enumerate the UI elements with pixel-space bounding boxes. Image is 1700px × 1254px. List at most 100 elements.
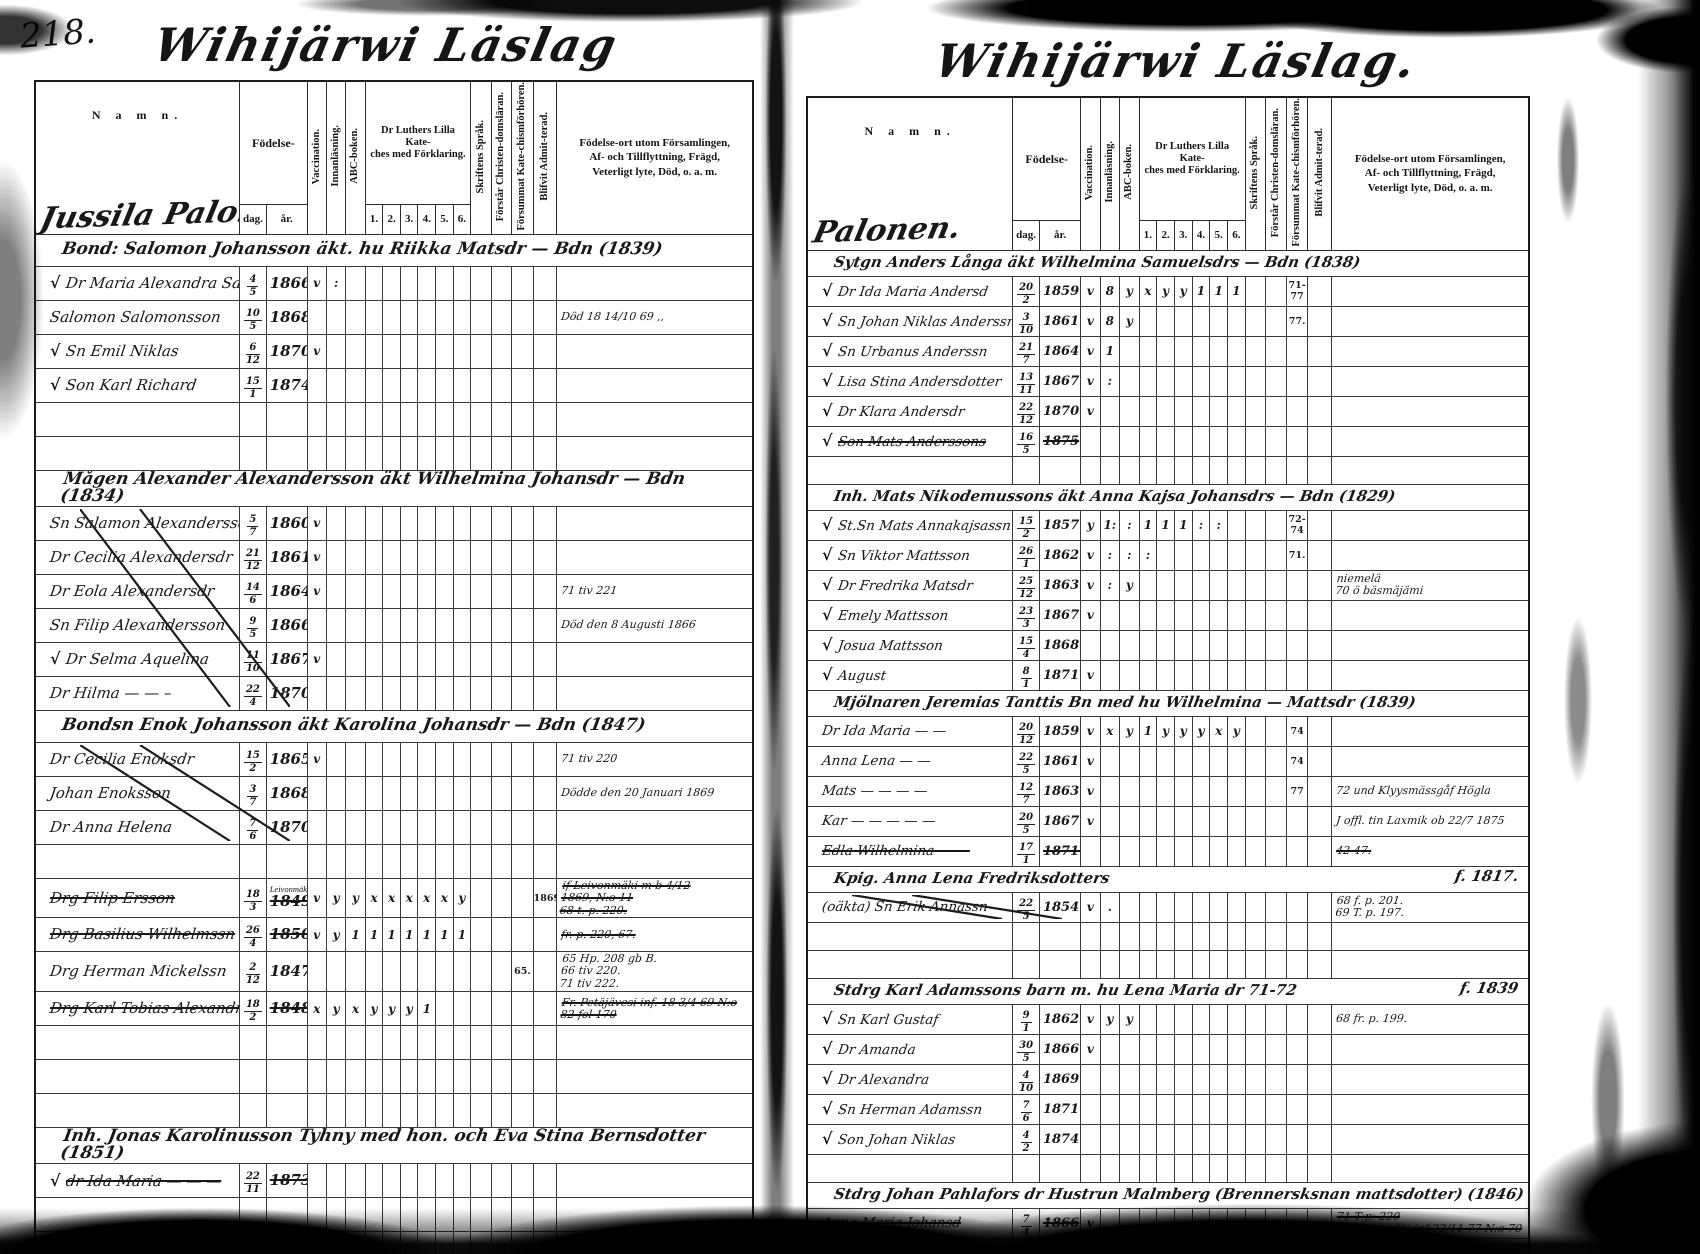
mark-cell xyxy=(532,1231,558,1254)
mark-cell xyxy=(1265,745,1287,777)
name-cell: Johan Enoksson xyxy=(34,775,241,811)
mark-cell xyxy=(1173,365,1193,397)
notes-cell: J offl. tin Laxmik ob 22/7 1875 xyxy=(1331,805,1530,837)
namn-label: N a m n. xyxy=(864,124,956,138)
mark-cell xyxy=(452,401,472,437)
mark-cell xyxy=(1244,805,1267,837)
mark-cell xyxy=(1191,891,1211,923)
birth-day-cell: 6 12 xyxy=(239,333,267,369)
mark-cell xyxy=(1244,1093,1267,1125)
family-header-text: Bondsn Enok Johansson äkt Karolina Johan… xyxy=(60,715,648,736)
mark-cell xyxy=(1244,949,1267,979)
notes-cell xyxy=(1331,305,1530,337)
mark-cell xyxy=(1138,1153,1158,1183)
name-cell: √ Dr Fredrika Matsdr xyxy=(806,569,1014,601)
margin-check-mark: √ xyxy=(822,431,833,451)
person-row: √ Sn Karl Gustaf 9 1 1862 v y y 68 fr. p. 199. xyxy=(806,1003,1530,1035)
mark-cell xyxy=(1156,659,1175,691)
birth-year-cell xyxy=(265,843,308,879)
notes-cell xyxy=(1331,1237,1530,1254)
mark-cell xyxy=(1191,455,1211,485)
marginal-note: 71 tiv 221 xyxy=(560,583,619,597)
birth-year-cell: 1870 xyxy=(265,333,308,369)
mark-cell xyxy=(1307,599,1333,631)
mark-cell xyxy=(1080,835,1101,867)
mark-cell xyxy=(1138,569,1158,601)
birth-day-cell: 4 10 xyxy=(1012,1063,1040,1095)
name-cell: √ Dr Alexandra xyxy=(806,1063,1014,1095)
mark-cell xyxy=(325,607,347,643)
mark-cell xyxy=(345,675,366,711)
marginal-note: fr. p. 220, 67. xyxy=(560,927,637,941)
mark-cell xyxy=(435,573,454,609)
person-name: Dr Hilma — — – xyxy=(48,683,173,702)
mark-cell xyxy=(382,675,401,711)
mark-cell xyxy=(399,1059,419,1095)
mark-cell xyxy=(1265,775,1287,807)
mark-cell xyxy=(1156,455,1175,485)
notes-cell: 71 T:p: 220 f. Leivonmäki inf 22/11 77 N… xyxy=(1331,1207,1530,1239)
mark-cell: v xyxy=(306,917,327,953)
mark-cell xyxy=(382,265,401,301)
person-name: Mats — — — — xyxy=(820,783,929,800)
notes-cell: 71 tiv 220 xyxy=(556,741,754,777)
birth-year-cell: 1871. xyxy=(1038,835,1082,867)
family-header-text: Stdrg Karl Adamssons barn m. hu Lena Mar… xyxy=(832,981,1299,1000)
mark-cell: 1 xyxy=(1156,509,1175,541)
mark-cell xyxy=(1285,1093,1309,1125)
mark-cell xyxy=(1138,629,1158,661)
person-row: √ St.Sn Mats Annakajsassn 15 2 1857. y 1::1 1 1:… xyxy=(806,509,1530,541)
margin-check-mark: √ xyxy=(822,635,833,655)
mark-cell xyxy=(1285,891,1309,923)
notes-cell xyxy=(556,505,754,541)
notes-cell xyxy=(1331,715,1530,747)
birth-day-cell: 22 4 xyxy=(239,675,267,711)
mark-cell xyxy=(1119,891,1140,923)
mark-cell xyxy=(1307,775,1333,807)
notes-cell xyxy=(556,809,754,845)
mark-cell xyxy=(490,775,513,811)
mark-cell: v xyxy=(1080,599,1101,631)
margin-check-mark: √ xyxy=(822,575,833,595)
empty-ruled-row xyxy=(806,455,1530,485)
mark-cell xyxy=(1138,1237,1158,1254)
mark-cell xyxy=(382,401,401,437)
mark-cell xyxy=(1227,1207,1246,1239)
birth-year-cell: 1866 xyxy=(1038,1207,1082,1239)
mark-cell xyxy=(345,505,366,541)
mark-cell: v xyxy=(1080,275,1101,307)
mark-cell xyxy=(417,299,437,335)
mark-cell: v xyxy=(1080,395,1101,427)
mark-cell xyxy=(1173,659,1193,691)
person-name: Son Mats Anderssons xyxy=(836,434,987,451)
mark-cell: 1 xyxy=(399,917,419,953)
birth-year-cell: 1866. xyxy=(265,607,308,643)
mark-cell xyxy=(1138,949,1158,979)
mark-cell xyxy=(490,505,513,541)
mark-cell xyxy=(382,809,401,845)
mark-cell xyxy=(490,333,513,369)
mark-cell xyxy=(382,1025,401,1061)
person-name: St.Sn Mats Annakajsassn xyxy=(836,518,1012,535)
mark-cell xyxy=(382,435,401,471)
mark-cell xyxy=(452,951,472,993)
mark-cell xyxy=(364,505,384,541)
birth-day-cell: 10 5 xyxy=(239,299,267,335)
mark-cell: v xyxy=(1080,1207,1101,1239)
mark-cell xyxy=(1173,805,1193,837)
notes-cell xyxy=(1331,425,1530,457)
mark-cell xyxy=(1138,891,1158,923)
mark-cell: y xyxy=(382,991,401,1027)
person-row: Mats — — — — 12 7 1863. v 77 72 und Klyysmässg… xyxy=(806,775,1530,807)
mark-cell xyxy=(1156,1123,1175,1155)
mark-cell xyxy=(1156,775,1175,807)
person-name: Anna Lena — — xyxy=(820,753,932,770)
mark-cell xyxy=(1227,949,1246,979)
mark-cell xyxy=(1173,425,1193,457)
mark-cell xyxy=(532,539,558,575)
mark-cell xyxy=(1244,1207,1267,1239)
column-header-admitted: Blifvit Admit-terad. xyxy=(532,80,558,235)
column-header-vaccination: Vaccination. xyxy=(1080,96,1101,251)
mark-cell xyxy=(1307,1123,1333,1155)
